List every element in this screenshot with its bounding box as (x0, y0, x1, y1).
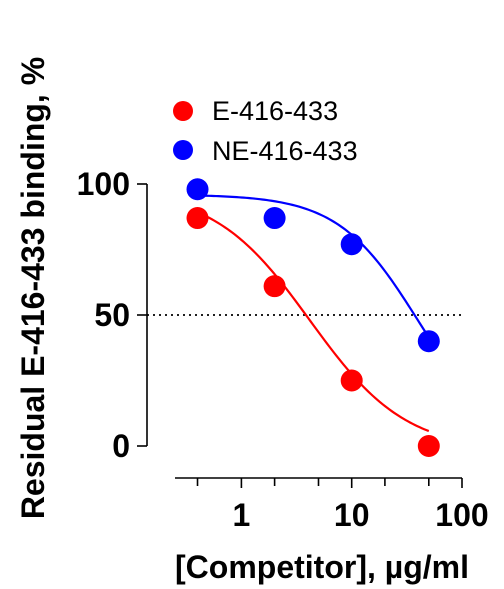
data-points (186, 178, 440, 457)
y-axis-label: Residual E-416-433 binding, % (15, 57, 51, 519)
fit-curves (197, 194, 430, 433)
legend-label-ne416: NE-416-433 (212, 136, 358, 166)
y-tick-label: 50 (94, 297, 130, 333)
x-tick-label: 10 (334, 497, 370, 533)
y-ticks: 0 50 100 (77, 166, 147, 464)
fit-curve-0 (197, 211, 430, 433)
x-tick-label: 100 (435, 497, 488, 533)
y-tick-label: 100 (77, 166, 130, 202)
legend-label-e416: E-416-433 (212, 96, 338, 126)
data-point (186, 178, 209, 201)
data-point (340, 369, 363, 392)
data-point (340, 233, 363, 256)
x-ticks: 1 10 100 (196, 478, 489, 533)
legend-marker-e416 (173, 101, 193, 121)
data-point (186, 207, 209, 230)
data-point (417, 330, 440, 353)
data-point (263, 275, 286, 298)
legend: E-416-433 NE-416-433 (173, 96, 358, 166)
data-point (263, 207, 286, 230)
x-axis-label: [Competitor], µg/ml (175, 549, 469, 585)
y-tick-label: 0 (112, 428, 130, 464)
legend-marker-ne416 (173, 140, 193, 160)
fit-curve-1 (197, 194, 430, 338)
data-point (417, 435, 440, 457)
x-tick-label: 1 (233, 497, 251, 533)
